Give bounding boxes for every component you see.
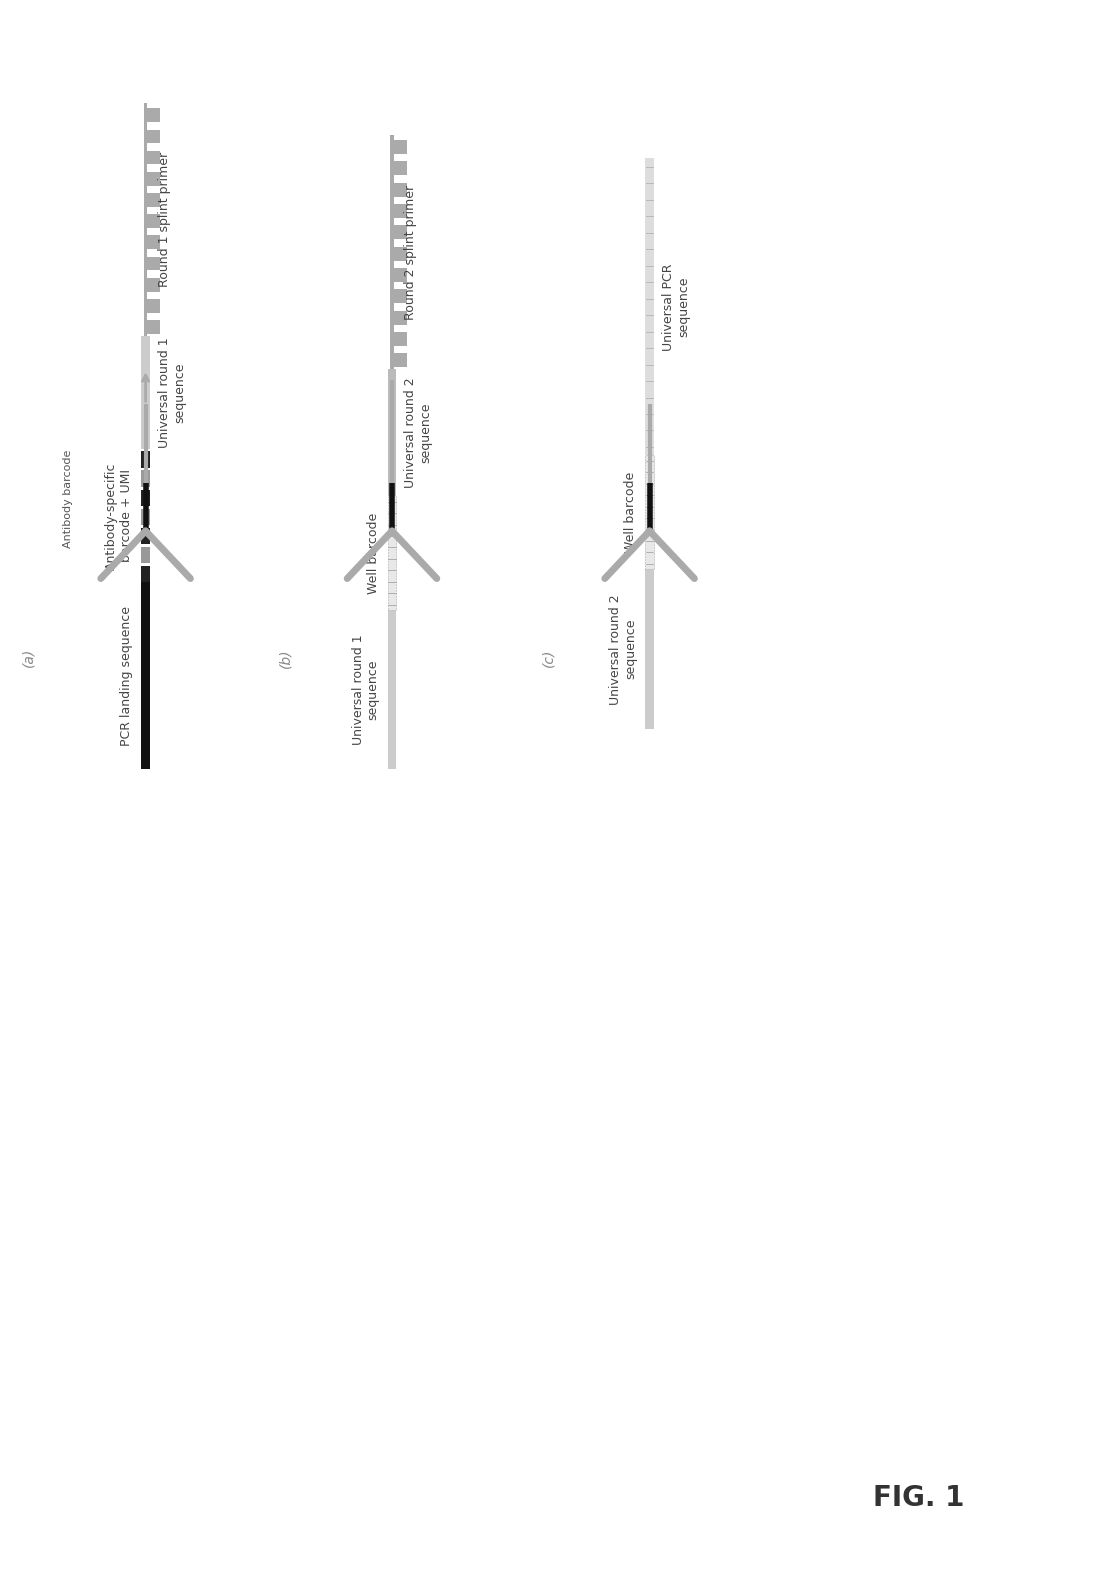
Bar (388, 610, 396, 769)
Bar (141, 336, 150, 449)
Bar (144, 151, 160, 165)
Bar (141, 471, 150, 487)
Text: Universal round 1
sequence: Universal round 1 sequence (352, 634, 380, 745)
Bar (391, 135, 393, 369)
Text: Antibody barcode: Antibody barcode (63, 450, 73, 548)
Bar (144, 277, 160, 292)
Text: Universal round 1
sequence: Universal round 1 sequence (158, 338, 186, 449)
Bar (141, 509, 150, 525)
Text: Universal round 2
sequence: Universal round 2 sequence (404, 377, 432, 488)
Bar (144, 108, 160, 122)
Bar (391, 268, 407, 282)
Bar (391, 311, 407, 325)
Bar (391, 182, 407, 197)
Text: Universal PCR
sequence: Universal PCR sequence (662, 263, 690, 350)
Text: Round 1 splint primer: Round 1 splint primer (158, 152, 171, 287)
Bar (144, 193, 160, 206)
Text: Antibody-specific
barcode + UMI: Antibody-specific barcode + UMI (105, 461, 133, 569)
Bar (391, 353, 407, 368)
Bar (144, 103, 147, 336)
Bar (144, 171, 160, 185)
Text: (a): (a) (21, 648, 35, 667)
Bar (391, 139, 407, 154)
Bar (645, 569, 654, 729)
Bar (388, 496, 396, 610)
Bar (388, 369, 396, 496)
Bar (391, 225, 407, 239)
Text: Well barcode: Well barcode (366, 512, 380, 594)
Bar (645, 455, 654, 569)
Text: (b): (b) (279, 648, 292, 667)
Bar (144, 257, 160, 271)
Text: (c): (c) (542, 648, 556, 667)
Bar (144, 300, 160, 312)
Bar (391, 331, 407, 346)
Bar (141, 582, 150, 769)
Bar (141, 547, 150, 563)
Bar (144, 214, 160, 228)
Text: FIG. 1: FIG. 1 (872, 1484, 964, 1512)
Bar (391, 247, 407, 260)
Bar (141, 528, 150, 544)
Bar (645, 158, 654, 455)
Text: Universal round 2
sequence: Universal round 2 sequence (609, 594, 637, 704)
Bar (141, 566, 150, 582)
Bar (141, 452, 150, 468)
Text: PCR landing sequence: PCR landing sequence (120, 605, 133, 745)
Bar (141, 490, 150, 506)
Text: Round 2 splint primer: Round 2 splint primer (404, 184, 418, 320)
Bar (144, 236, 160, 249)
Bar (391, 162, 407, 176)
Bar (144, 130, 160, 143)
Bar (391, 204, 407, 217)
Bar (144, 320, 160, 334)
Text: Well barcode: Well barcode (624, 472, 637, 553)
Bar (391, 290, 407, 303)
